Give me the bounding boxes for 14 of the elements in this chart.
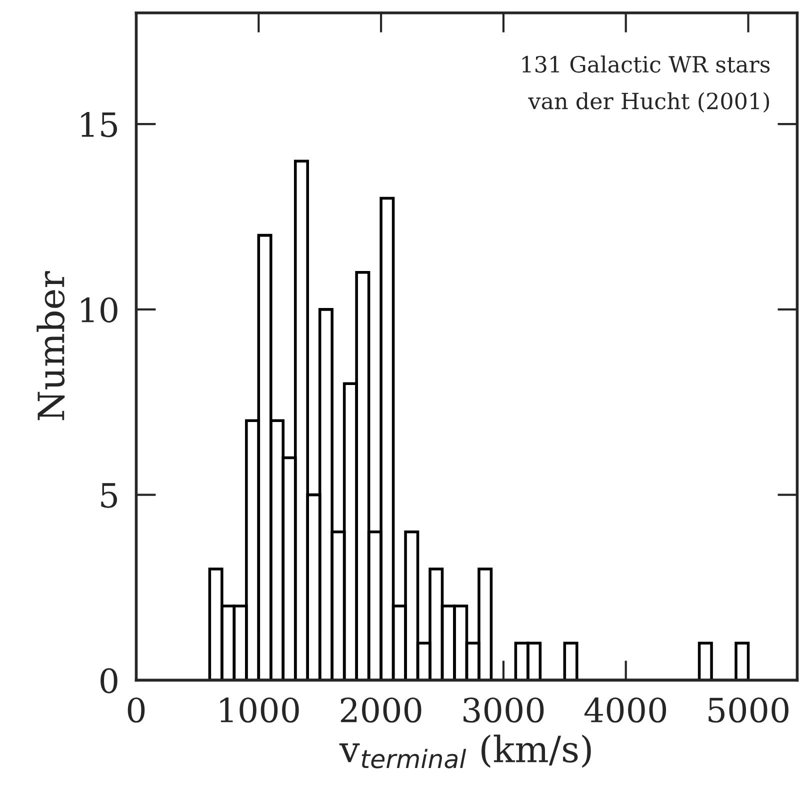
annotation: van der Hucht (2001) bbox=[528, 92, 770, 113]
annotation: 131 Galactic WR stars bbox=[522, 55, 770, 73]
y-tick-label: 5 bbox=[101, 483, 118, 508]
x-tick-label: 1000 bbox=[220, 697, 299, 723]
x-tick-label: 4000 bbox=[584, 697, 666, 723]
y-tick-label: 15 bbox=[81, 112, 118, 138]
y-tick-label: 10 bbox=[81, 297, 118, 323]
x-tick-label: 0 bbox=[128, 697, 145, 723]
x-axis-title: v$_{terminal}$ (km/s) bbox=[339, 734, 591, 768]
x-tick-label: 3000 bbox=[464, 697, 544, 723]
y-axis-title: Number bbox=[36, 271, 65, 420]
x-tick-label: 5000 bbox=[708, 697, 788, 723]
x-tick-label: 2000 bbox=[340, 697, 422, 723]
y-tick-label: 0 bbox=[100, 668, 118, 694]
